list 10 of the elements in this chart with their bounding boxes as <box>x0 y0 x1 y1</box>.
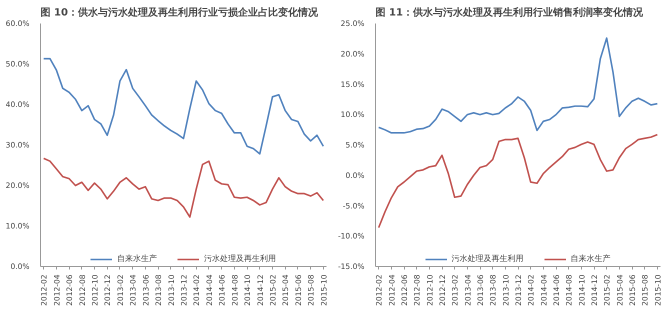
legend-label: 污水处理及再生利用 <box>204 253 276 264</box>
chart-title: 图 11：供水与污水处理及再生利用行业销售利润率变化情况 <box>376 6 644 18</box>
legend-label: 污水处理及再生利用 <box>452 253 524 264</box>
line-series <box>42 58 324 155</box>
line-series <box>378 134 658 228</box>
legend-label: 自来水生产 <box>570 253 610 264</box>
line-series <box>42 158 324 218</box>
chart-title: 图 10：供水与污水处理及再生利用行业亏损企业占比变化情况 <box>40 6 319 18</box>
legend-label: 自来水生产 <box>117 253 157 264</box>
line-series <box>378 37 658 134</box>
